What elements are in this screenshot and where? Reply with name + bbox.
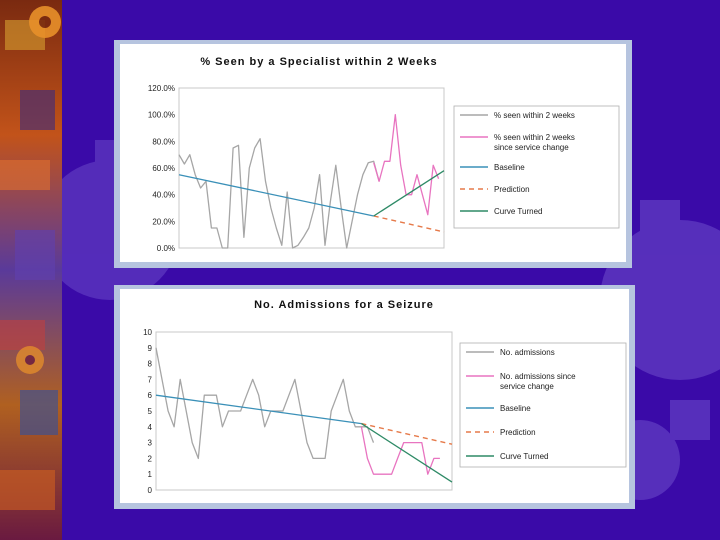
y-tick-label: 7 <box>148 375 153 384</box>
y-tick-label: 1 <box>148 470 153 479</box>
y-tick-label: 6 <box>148 391 153 400</box>
legend-label: Curve Turned <box>500 452 548 461</box>
y-tick-label: 60.0% <box>152 164 175 173</box>
y-tick-label: 100.0% <box>148 111 175 120</box>
gear-icon <box>16 346 44 374</box>
legend-label: service change <box>500 382 554 391</box>
series-line-prediction <box>361 422 453 445</box>
legend-label: % seen within 2 weeks <box>494 111 575 120</box>
series-line-seen-within-2-weeks <box>178 138 380 249</box>
series-line-curve-turned <box>373 170 445 217</box>
gear-icon <box>29 6 61 38</box>
chart-admissions: No. Admissions for a Seizure109876543210… <box>120 289 629 503</box>
series-line-prediction <box>373 215 445 233</box>
y-tick-label: 5 <box>148 407 153 416</box>
y-tick-label: 4 <box>148 423 153 432</box>
legend-label: Baseline <box>494 163 525 172</box>
series-line-curve-turned <box>361 423 453 483</box>
chart-title: No. Admissions for a Seizure <box>254 299 434 311</box>
chart-panel-specialist: % Seen by a Specialist within 2 Weeks 120… <box>114 40 632 268</box>
y-tick-label: 0.0% <box>157 244 175 253</box>
legend-label: since service change <box>494 143 569 152</box>
legend-box <box>459 342 627 468</box>
y-tick-label: 40.0% <box>152 191 175 200</box>
y-tick-label: 0 <box>148 486 153 495</box>
y-tick-label: 10 <box>143 328 152 337</box>
chart-panel-admissions: No. Admissions for a Seizure 10 9 8 7 6 5 4 3 2 1 0… <box>114 285 635 509</box>
plot-frame <box>155 331 453 491</box>
y-tick-label: 8 <box>148 360 153 369</box>
legend-label: Curve Turned <box>494 207 542 216</box>
legend-label: % seen within 2 weeks <box>494 133 575 142</box>
series-line-baseline <box>155 394 362 425</box>
y-tick-label: 120.0% <box>148 84 175 93</box>
y-tick-label: 80.0% <box>152 137 175 146</box>
legend-label: No. admissions <box>500 348 555 357</box>
chart-title: % Seen by a Specialist within 2 Weeks <box>200 56 437 68</box>
y-tick-label: 20.0% <box>152 217 175 226</box>
y-tick-label: 3 <box>148 439 153 448</box>
series-line-no-admissions <box>155 347 375 460</box>
y-tick-label: 2 <box>148 454 153 463</box>
chart-specialist: % Seen by a Specialist within 2 Weeks 120… <box>120 44 626 262</box>
strip-texture <box>0 20 58 510</box>
y-tick-label: 9 <box>148 344 153 353</box>
legend-label: Prediction <box>494 185 530 194</box>
legend-label: No. admissions since <box>500 372 576 381</box>
legend-label: Prediction <box>500 428 536 437</box>
series-line-baseline <box>178 174 374 217</box>
series-line-no-admissions-since-service-change <box>360 426 440 475</box>
plot-frame <box>178 87 445 249</box>
legend-label: Baseline <box>500 404 531 413</box>
